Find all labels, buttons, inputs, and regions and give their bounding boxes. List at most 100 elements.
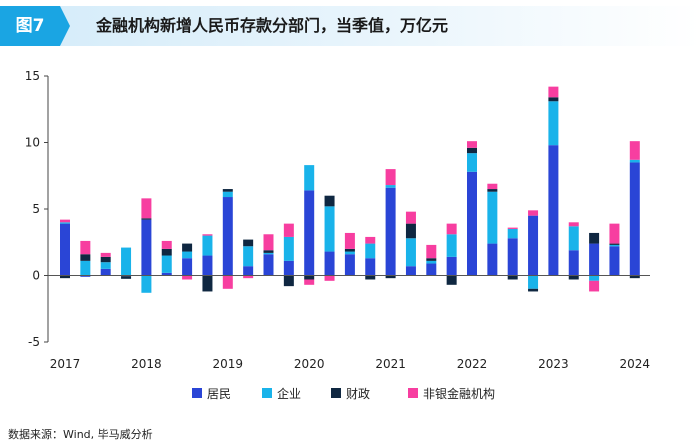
bar-segment bbox=[507, 228, 518, 239]
bar-segment bbox=[426, 244, 437, 259]
bar-segment bbox=[304, 165, 315, 191]
bar-segment bbox=[80, 254, 91, 261]
bar-segment bbox=[182, 258, 193, 276]
bar-segment bbox=[405, 223, 416, 239]
bar-segment bbox=[121, 247, 132, 276]
bar-segment bbox=[589, 275, 600, 281]
legend-label: 非银金融机构 bbox=[423, 386, 495, 401]
bar-segment bbox=[283, 260, 294, 276]
bar-segment bbox=[528, 210, 539, 216]
bar-segment bbox=[589, 280, 600, 292]
bar-segment bbox=[446, 234, 457, 257]
bar-segment bbox=[426, 260, 437, 264]
bar-segment bbox=[344, 232, 355, 249]
x-tick-label: 2023 bbox=[538, 357, 569, 371]
bar-segment bbox=[548, 86, 559, 98]
bar-segment bbox=[365, 236, 376, 244]
bar-segment bbox=[222, 191, 233, 198]
bar-segment bbox=[60, 219, 70, 223]
bar-segment bbox=[243, 275, 254, 279]
bar-segment bbox=[629, 162, 640, 276]
bar-segment bbox=[141, 198, 152, 219]
bar-segment bbox=[80, 240, 91, 255]
bar-segment bbox=[365, 275, 376, 280]
legend-label: 企业 bbox=[277, 386, 301, 401]
bar-segment bbox=[609, 223, 620, 244]
bar-segment bbox=[243, 246, 254, 267]
bar-segment bbox=[568, 275, 579, 280]
bar-segment bbox=[100, 268, 111, 276]
bar-segment bbox=[365, 258, 376, 276]
bar-segment bbox=[528, 288, 539, 292]
bar-segment bbox=[100, 256, 111, 263]
bar-segment bbox=[507, 238, 518, 276]
bar-segment bbox=[80, 260, 91, 276]
bar-segment bbox=[141, 218, 152, 220]
bar-segment bbox=[568, 250, 579, 276]
bar-segment bbox=[629, 275, 640, 279]
bar-segment bbox=[100, 262, 111, 269]
bar-segment bbox=[344, 254, 355, 276]
bar-segment bbox=[609, 243, 620, 245]
legend-swatch bbox=[331, 388, 341, 398]
bar-segment bbox=[385, 169, 396, 186]
figure-label: 图7 bbox=[15, 16, 45, 36]
legend-swatch bbox=[262, 388, 272, 398]
bar-segment bbox=[60, 223, 70, 276]
bar-segment bbox=[487, 191, 498, 244]
bar-segment bbox=[161, 248, 172, 256]
bar-segment bbox=[324, 251, 335, 276]
bar-segment bbox=[324, 195, 335, 207]
bar-segment bbox=[609, 246, 620, 276]
bar-segment bbox=[446, 275, 457, 285]
bar-segment bbox=[385, 275, 396, 279]
bar-segment bbox=[80, 275, 91, 277]
bar-segment bbox=[161, 240, 172, 249]
x-tick-label: 2022 bbox=[457, 357, 488, 371]
bar-segment bbox=[446, 223, 457, 235]
bar-segment bbox=[507, 275, 518, 280]
figure-tag-arrow bbox=[60, 6, 70, 46]
x-tick-label: 2021 bbox=[375, 357, 406, 371]
bar-segment bbox=[60, 275, 70, 279]
bar-segment bbox=[344, 248, 355, 252]
bar-segment bbox=[100, 252, 111, 257]
bar-segment bbox=[385, 187, 396, 276]
bar-segment bbox=[344, 251, 355, 255]
bar-segment bbox=[263, 252, 274, 255]
bar-segment bbox=[182, 243, 193, 252]
y-tick-label: 5 bbox=[32, 202, 40, 216]
bar-segment bbox=[426, 263, 437, 276]
bar-segment bbox=[629, 141, 640, 160]
bar-segment bbox=[263, 250, 274, 253]
source-note: 数据来源：Wind, 毕马威分析 bbox=[8, 428, 153, 441]
bar-segment bbox=[548, 101, 559, 146]
bar-segment bbox=[222, 189, 233, 192]
bar-segment bbox=[243, 266, 254, 276]
bar-segment bbox=[243, 239, 254, 247]
y-tick-label: 10 bbox=[25, 136, 40, 150]
bar-segment bbox=[365, 243, 376, 259]
bar-segment bbox=[202, 275, 213, 292]
bar-segment bbox=[304, 275, 315, 280]
bar-segment bbox=[548, 97, 559, 102]
bar-segment bbox=[446, 256, 457, 276]
bar-segment bbox=[609, 244, 620, 247]
bar-segment bbox=[589, 243, 600, 276]
bar-segment bbox=[161, 255, 172, 273]
bar-segment bbox=[467, 147, 477, 154]
bar-segment bbox=[487, 243, 498, 276]
bar-segment bbox=[426, 258, 437, 261]
bar-segment bbox=[548, 145, 559, 276]
chart-title: 金融机构新增人民币存款分部门，当季值，万亿元 bbox=[96, 16, 449, 35]
bar-segment bbox=[202, 255, 213, 276]
header: 图7 金融机构新增人民币存款分部门，当季值，万亿元 bbox=[0, 6, 700, 46]
bar-segment bbox=[589, 232, 600, 244]
x-tick-label: 2020 bbox=[294, 357, 325, 371]
stacked-bar-chart: -5 0 5 10 15 2017 2018 2019 2020 2021 2022 2023 2024… bbox=[25, 69, 650, 401]
bar-segment bbox=[385, 185, 396, 188]
legend-swatch bbox=[192, 388, 202, 398]
x-tick-label: 2018 bbox=[131, 357, 162, 371]
bar-segment bbox=[528, 215, 539, 276]
header-band bbox=[0, 6, 700, 46]
